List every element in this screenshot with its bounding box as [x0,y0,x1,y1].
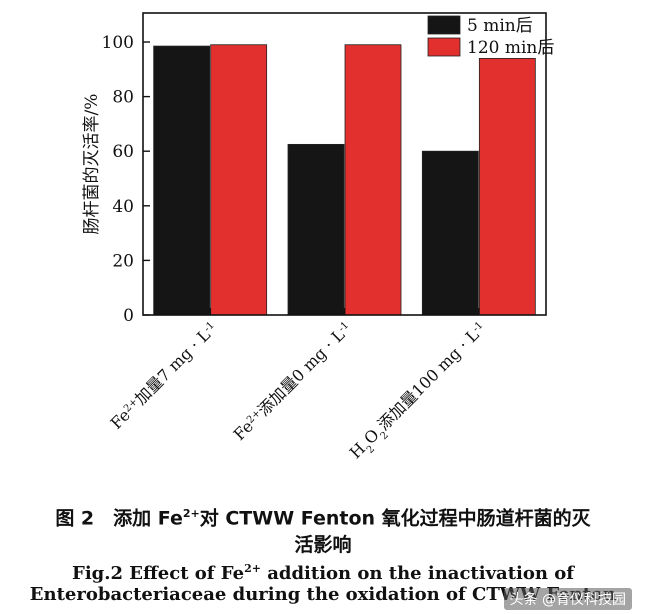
bar-series2-cat1 [210,44,268,316]
legend-label-1: 5 min后 [467,16,533,36]
figure-caption-english-line2: Enterobacteriaceae during the oxidation … [0,584,646,606]
caption-cn-suffix: 对 CTWW Fenton 氧化过程中肠道杆菌的灭 [199,507,591,530]
watermark: 头条 @育仪科技园 [503,588,632,610]
bar-series2-cat2 [344,44,402,316]
y-axis-label: 肠杆菌的灭活率/% [82,94,102,235]
bar-series2-cat3 [478,57,536,316]
caption-cn-line2: 活影响 [294,534,352,557]
y-tick-label: 20 [112,251,134,271]
caption-en-line2: Enterobacteriaceae during the oxidation … [29,584,617,605]
legend-swatch-2 [427,37,461,57]
bar-series1-cat1 [153,45,211,316]
bar-series1-cat2 [287,143,345,316]
caption-en-superscript: 2+ [244,562,261,575]
caption-en-suffix: addition on the inactivation of [260,563,574,584]
caption-cn-superscript: 2+ [182,507,200,520]
y-axis: 0 20 40 60 80 100 [102,33,150,326]
legend-swatch-1 [427,15,461,35]
figure-caption-chinese: 图 2 添加 Fe2+对 CTWW Fenton 氧化过程中肠道杆菌的灭 活影响 [0,500,646,559]
bar-series1-cat3 [421,150,479,316]
x-category-label-part: 添加量0 mg · L [254,325,349,420]
y-tick-label: 100 [102,33,134,53]
x-category-label: Fe2+加量7 mg · L-1 [107,318,221,432]
caption-cn-prefix: 图 2 添加 Fe [55,507,183,530]
caption-en-prefix: Fig.2 Effect of Fe [72,563,245,584]
bars-group [153,44,536,316]
x-category-label-part: 加量7 mg · L [131,325,214,408]
figure-caption-english-line1: Fig.2 Effect of Fe2+ addition on the ina… [0,558,646,585]
x-category-label: H2O2添加量100 mg · L-1 [346,318,493,465]
y-tick-label: 40 [112,197,134,217]
y-tick-label: 60 [112,142,134,162]
y-tick-label: 80 [112,88,134,108]
legend-label-2: 120 min后 [467,38,554,58]
x-category-label: Fe2+添加量0 mg · L-1 [230,318,356,444]
y-tick-label: 0 [123,306,134,326]
x-category-label-part: H [346,439,369,462]
x-category-label-part: 添加量100 mg · L [374,325,483,434]
